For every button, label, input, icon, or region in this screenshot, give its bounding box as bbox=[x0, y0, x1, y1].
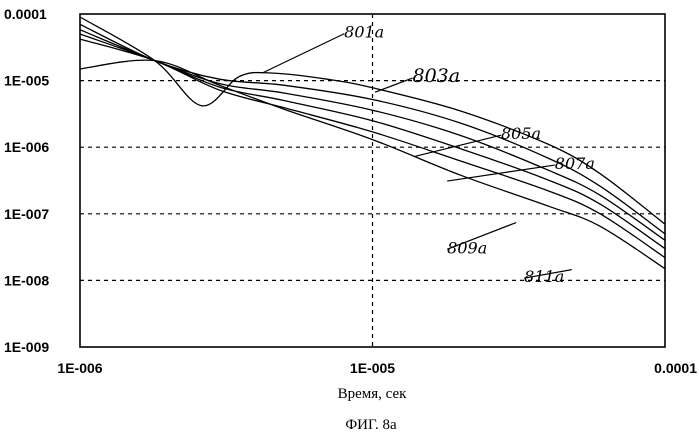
y-tick-label: 1E-008 bbox=[4, 272, 49, 288]
figure-caption: ФИГ. 8a bbox=[345, 417, 397, 433]
y-tick-label: 1E-009 bbox=[4, 339, 49, 355]
annotation-label-809a: 809a bbox=[447, 238, 487, 257]
annotation-label-803a: 803a bbox=[412, 65, 460, 87]
annotation-leader-807a bbox=[447, 165, 555, 181]
annotation-label-811a: 811a bbox=[524, 267, 564, 286]
x-tick-label: 0.0001 bbox=[654, 360, 697, 376]
y-tick-label: 1E-007 bbox=[4, 206, 49, 222]
annotation-label-805a: 805a bbox=[501, 124, 541, 143]
x-tick-label: 1E-005 bbox=[350, 360, 395, 376]
x-tick-label: 1E-006 bbox=[57, 360, 102, 376]
y-tick-label: 0.0001 bbox=[4, 6, 47, 22]
curve-annotations: 801a 803a 805a 807a 809a 811a bbox=[262, 23, 595, 286]
annotation-label-801a: 801a bbox=[344, 23, 384, 42]
annotation-leader-801a bbox=[262, 34, 344, 73]
y-tick-label: 1E-006 bbox=[4, 139, 49, 155]
annotation-label-807a: 807a bbox=[555, 154, 595, 173]
y-tick-label: 1E-005 bbox=[4, 73, 49, 89]
x-axis-label: Время, сек bbox=[338, 386, 408, 402]
